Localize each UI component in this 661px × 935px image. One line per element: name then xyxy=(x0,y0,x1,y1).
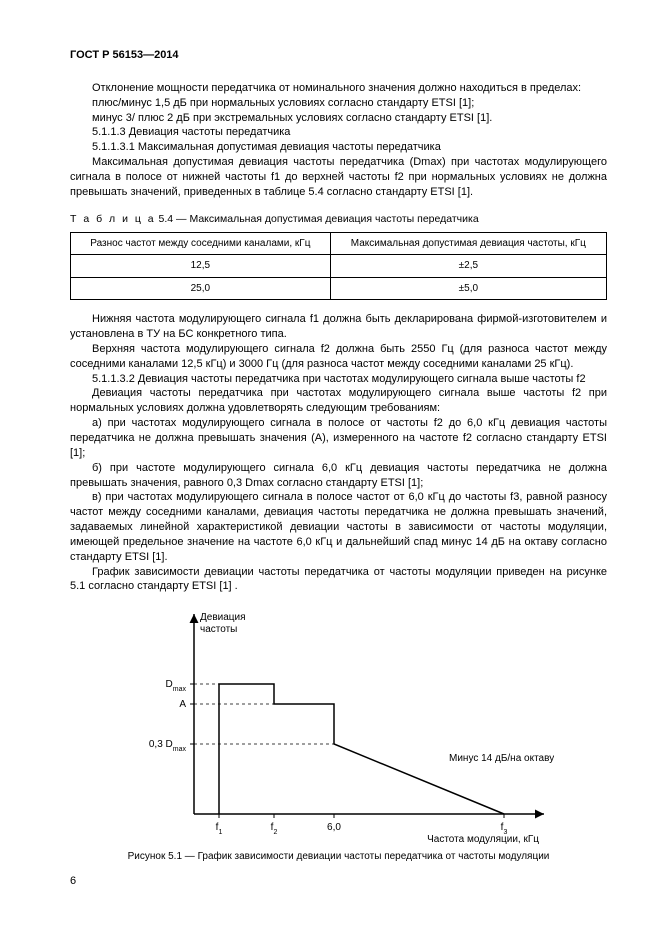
svg-text:0,3 Dmax: 0,3 Dmax xyxy=(148,739,186,753)
document-header: ГОСТ Р 56153—2014 xyxy=(70,48,607,63)
table-header-row: Разнос частот между соседними каналами, … xyxy=(71,232,607,255)
svg-text:f2: f2 xyxy=(270,822,277,836)
p: 5.1.1.3 Девиация частоты передатчика xyxy=(70,125,607,140)
p: минус 3/ плюс 2 дБ при экстремальных усл… xyxy=(70,111,607,126)
p: б) при частоте модулирующего сигнала 6,0… xyxy=(70,461,607,491)
table-row: 25,0 ±5,0 xyxy=(71,277,607,300)
p: 5.1.1.3.1 Максимальная допустимая девиац… xyxy=(70,140,607,155)
td: 25,0 xyxy=(71,277,331,300)
p: Верхняя частота модулирующего сигнала f2… xyxy=(70,342,607,372)
mid-paragraphs: Нижняя частота модулирующего сигнала f1 … xyxy=(70,312,607,594)
p: Максимальная допустимая девиация частоты… xyxy=(70,155,607,200)
p: Девиация частоты передатчика при частота… xyxy=(70,386,607,416)
deviation-chart: ДевиациячастотыDmaxA0,3 Dmaxf1f26,0f3Час… xyxy=(124,604,554,844)
svg-text:частоты: частоты xyxy=(200,624,237,635)
p: График зависимости девиации частоты пере… xyxy=(70,565,607,595)
figure-wrap: ДевиациячастотыDmaxA0,3 Dmaxf1f26,0f3Час… xyxy=(70,604,607,864)
svg-text:f1: f1 xyxy=(215,822,222,836)
svg-text:Dmax: Dmax xyxy=(165,679,186,693)
top-paragraphs: Отклонение мощности передатчика от номин… xyxy=(70,81,607,200)
td: ±5,0 xyxy=(330,277,606,300)
p: в) при частотах модулирующего сигнала в … xyxy=(70,490,607,564)
p: Нижняя частота модулирующего сигнала f1 … xyxy=(70,312,607,342)
figure-caption: Рисунок 5.1 — График зависимости девиаци… xyxy=(70,850,607,864)
deviation-table: Разнос частот между соседними каналами, … xyxy=(70,232,607,301)
svg-text:A: A xyxy=(179,699,186,710)
page-number: 6 xyxy=(70,874,607,889)
td: ±2,5 xyxy=(330,255,606,278)
table-caption: Т а б л и ц а 5.4 — Максимальная допусти… xyxy=(70,212,607,226)
p: 5.1.1.3.2 Девиация частоты передатчика п… xyxy=(70,372,607,387)
p: плюс/минус 1,5 дБ при нормальных условия… xyxy=(70,96,607,111)
th: Максимальная допустимая девиация частоты… xyxy=(330,232,606,255)
p: Отклонение мощности передатчика от номин… xyxy=(70,81,607,96)
svg-text:Минус 14 дБ/на октаву: Минус 14 дБ/на октаву xyxy=(449,753,554,764)
td: 12,5 xyxy=(71,255,331,278)
th: Разнос частот между соседними каналами, … xyxy=(71,232,331,255)
svg-text:Девиация: Девиация xyxy=(200,612,246,623)
p: а) при частотах модулирующего сигнала в … xyxy=(70,416,607,461)
table-row: 12,5 ±2,5 xyxy=(71,255,607,278)
svg-text:6,0: 6,0 xyxy=(327,822,341,833)
svg-text:Частота модуляции, кГц: Частота модуляции, кГц xyxy=(427,834,539,844)
